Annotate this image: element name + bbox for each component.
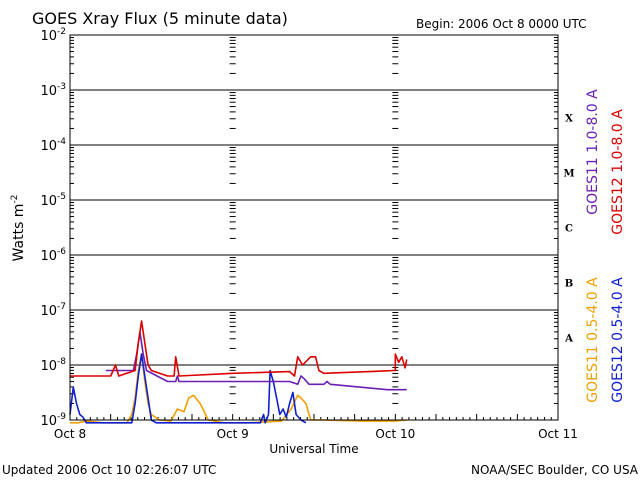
plot-grid (70, 37, 558, 420)
y-tick-label: 10-4 (40, 137, 66, 154)
legend-entry: GOES11 0.5-4.0 A (585, 277, 601, 403)
flare-class-label: X (565, 114, 573, 125)
flare-class-labels: X M C B A (563, 114, 574, 345)
y-tick-label: 10-9 (40, 412, 66, 429)
y-tick-labels: 10-2 10-3 10-4 10-5 10-6 10-7 10-8 10-9 (40, 27, 66, 429)
flare-class-label: B (565, 279, 573, 290)
x-axis-label: Universal Time (269, 442, 358, 456)
y-tick-label: 10-6 (40, 247, 66, 264)
series-lines (69, 320, 408, 424)
legend-entry: GOES11 1.0-8.0 A (585, 89, 601, 215)
y-tick-label: 10-8 (40, 357, 66, 374)
flare-class-label: C (565, 224, 573, 235)
legend-entry: GOES12 1.0-8.0 A (610, 109, 626, 235)
x-tick-label: Oct 9 (217, 427, 249, 441)
x-tick-label: Oct 10 (375, 427, 415, 441)
series-line (69, 353, 307, 424)
legend: GOES11 1.0-8.0 A GOES12 1.0-8.0 A GOES11 0… (585, 89, 626, 403)
updated-label: Updated 2006 Oct 10 02:26:07 UTC (2, 463, 216, 477)
y-tick-label: 10-3 (40, 82, 66, 99)
y-tick-label: 10-5 (40, 192, 66, 209)
y-tick-label: 10-7 (40, 302, 66, 319)
x-tick-labels: Oct 8 Oct 9 Oct 10 Oct 11 (54, 427, 578, 441)
flare-class-label: A (564, 334, 573, 345)
chart-title: GOES Xray Flux (5 minute data) (32, 9, 288, 28)
series-line (105, 331, 407, 391)
series-line (70, 320, 408, 377)
credit-label: NOAA/SEC Boulder, CO USA (471, 463, 639, 477)
legend-entry: GOES12 0.5-4.0 A (610, 277, 626, 403)
begin-label: Begin: 2006 Oct 8 0000 UTC (416, 17, 587, 31)
x-tick-label: Oct 8 (54, 427, 86, 441)
flare-class-label: M (563, 169, 574, 180)
plot-frame (69, 34, 559, 421)
y-tick-label: 10-2 (40, 27, 66, 44)
y-axis-label: Watts m-2 (10, 195, 27, 262)
series-line (70, 353, 407, 424)
x-tick-label: Oct 11 (538, 427, 578, 441)
